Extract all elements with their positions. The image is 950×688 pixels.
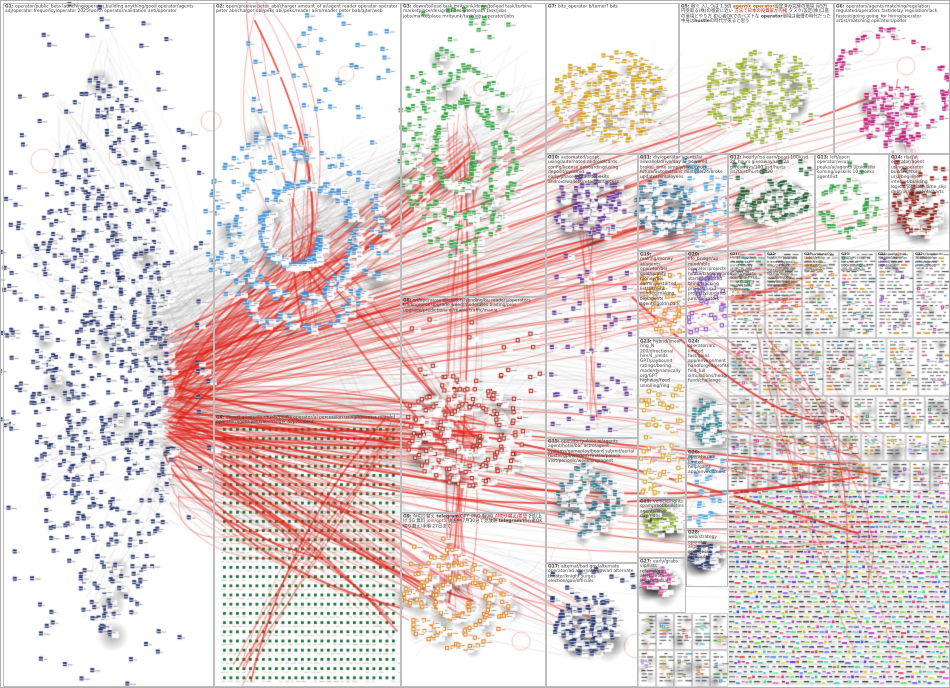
network-graph-canvas xyxy=(1,1,949,687)
nodexl-network-graph: G1: operator/public_beta launching/opera… xyxy=(0,0,950,688)
